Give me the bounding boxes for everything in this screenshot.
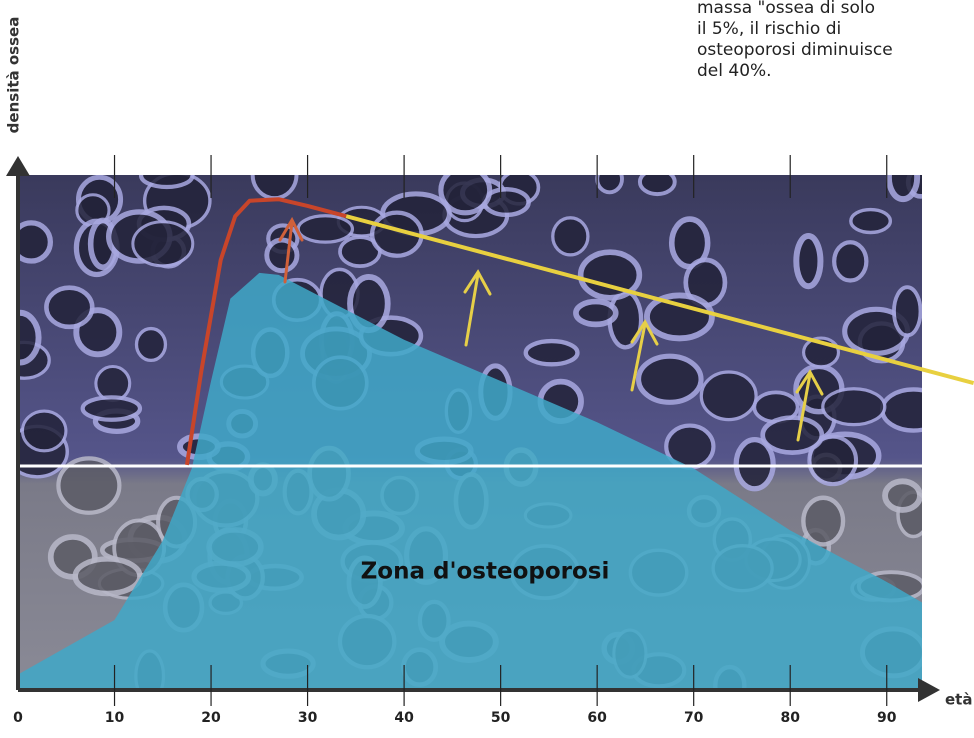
bone-pore bbox=[56, 456, 122, 515]
bone-pore bbox=[892, 285, 922, 338]
x-tick-label: 0 bbox=[13, 710, 23, 726]
curves bbox=[18, 197, 974, 468]
arrow bbox=[630, 319, 659, 392]
bone-pore bbox=[18, 220, 54, 264]
bone-pore bbox=[296, 214, 355, 244]
bone-pore bbox=[573, 298, 619, 328]
x-axis-arrowhead bbox=[918, 678, 940, 702]
bone-pore bbox=[80, 395, 143, 422]
bone-pore bbox=[44, 285, 95, 330]
osteoporosis-area bbox=[18, 272, 922, 690]
bone-pore bbox=[134, 326, 168, 363]
bone-pore bbox=[20, 409, 68, 453]
arrow bbox=[795, 369, 824, 442]
plot-area bbox=[18, 272, 922, 690]
bone-pore bbox=[801, 495, 846, 547]
bone-pore bbox=[821, 387, 887, 427]
bone-pore bbox=[880, 387, 922, 433]
x-tick-label: 80 bbox=[780, 710, 800, 726]
bone-pore bbox=[636, 353, 704, 405]
annotation-line: osteoporosi diminuisce bbox=[697, 40, 893, 60]
x-tick-label: 90 bbox=[877, 710, 897, 726]
x-tick-label: 20 bbox=[201, 710, 221, 726]
annotation-line: il 5%, il rischio di bbox=[697, 19, 841, 39]
x-tick-label: 60 bbox=[587, 710, 607, 726]
arrow bbox=[463, 269, 492, 347]
bone-pore bbox=[849, 207, 893, 235]
bone-pore bbox=[250, 175, 299, 201]
bone-pore bbox=[523, 338, 580, 367]
annotation-line: massa "ossea di solo bbox=[697, 0, 875, 18]
bone-pore bbox=[807, 434, 859, 487]
zone-label: Zona d'osteoporosi bbox=[361, 559, 610, 585]
bone-pore bbox=[637, 175, 677, 197]
x-tick-label: 10 bbox=[105, 710, 125, 726]
arrow bbox=[278, 216, 304, 284]
y-axis-arrowhead bbox=[6, 156, 30, 176]
bone-pore bbox=[832, 240, 869, 283]
bone-pore bbox=[595, 175, 624, 195]
bone-pore bbox=[138, 175, 195, 190]
x-tick-label: 30 bbox=[298, 710, 318, 726]
x-tick-label: 50 bbox=[491, 710, 511, 726]
bone-pore bbox=[793, 232, 824, 290]
x-axis-label: età bbox=[945, 691, 972, 709]
x-tick-label: 40 bbox=[394, 710, 414, 726]
bone-pore bbox=[885, 175, 921, 203]
bone-pore bbox=[699, 370, 758, 422]
annotation-line: del 40%. bbox=[697, 61, 772, 81]
bone-pore bbox=[760, 415, 825, 455]
bone-pore bbox=[72, 556, 143, 597]
density-curve bbox=[345, 214, 974, 385]
bone-pore bbox=[264, 237, 300, 274]
density-curve bbox=[184, 197, 347, 466]
bone-pore bbox=[551, 216, 590, 257]
bone-pore bbox=[882, 478, 922, 513]
decorative-arrows bbox=[278, 216, 824, 442]
y-axis-label: densità ossea bbox=[5, 17, 23, 134]
x-tick-label: 70 bbox=[684, 710, 704, 726]
bone-pore bbox=[438, 175, 493, 216]
bone-pore bbox=[577, 249, 643, 301]
bone-pore bbox=[643, 292, 715, 342]
bone-pore bbox=[131, 220, 195, 268]
bone-pore bbox=[733, 436, 776, 492]
